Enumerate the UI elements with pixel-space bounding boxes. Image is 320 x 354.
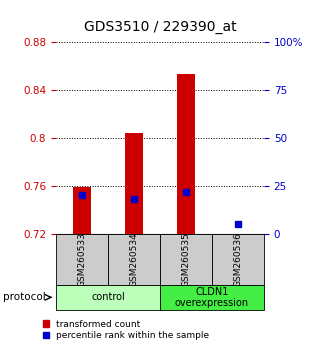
Bar: [125, 133, 143, 235]
Bar: [108, 234, 160, 285]
Bar: [177, 74, 195, 235]
Bar: [160, 285, 264, 310]
Bar: [73, 187, 91, 235]
Bar: [56, 285, 160, 310]
Bar: [160, 234, 212, 285]
Text: protocol: protocol: [3, 292, 46, 302]
Text: GSM260534: GSM260534: [130, 232, 139, 287]
Text: GSM260533: GSM260533: [77, 232, 86, 287]
Text: GSM260536: GSM260536: [234, 232, 243, 287]
Text: GDS3510 / 229390_at: GDS3510 / 229390_at: [84, 19, 236, 34]
Legend: transformed count, percentile rank within the sample: transformed count, percentile rank withi…: [43, 320, 210, 340]
Bar: [56, 234, 108, 285]
Text: GSM260535: GSM260535: [181, 232, 190, 287]
Bar: [212, 234, 264, 285]
Text: control: control: [91, 292, 125, 302]
Text: CLDN1
overexpression: CLDN1 overexpression: [175, 286, 249, 308]
